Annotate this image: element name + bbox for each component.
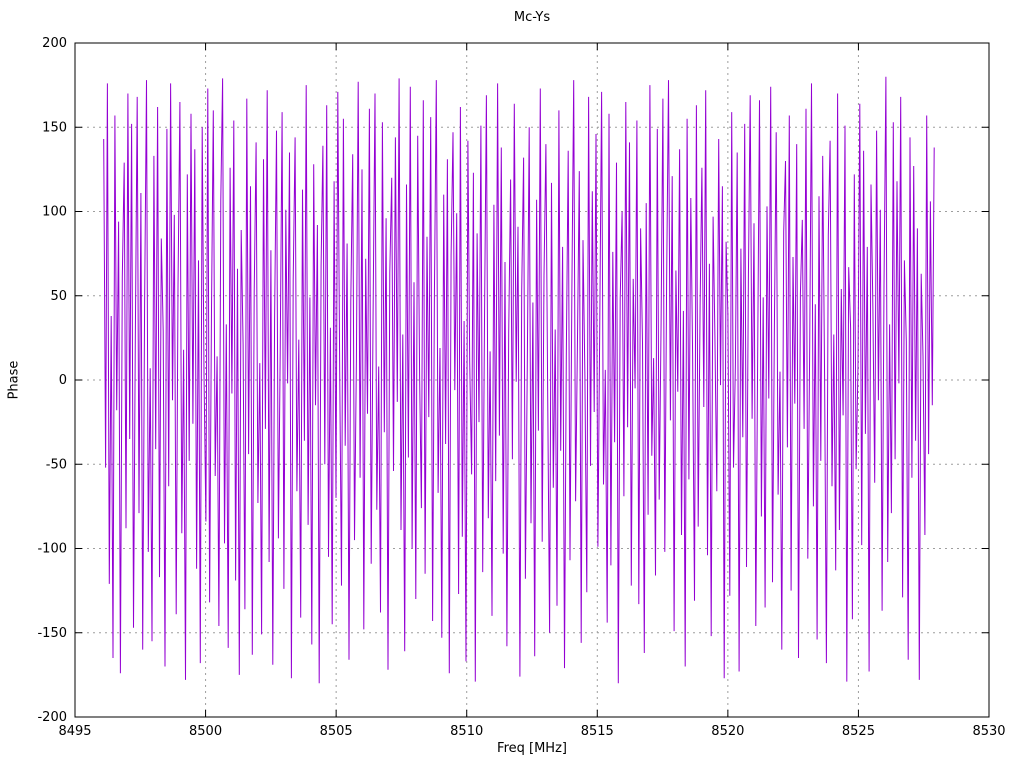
y-tick-label: 150 [42, 120, 67, 135]
y-tick-label: -100 [37, 542, 67, 557]
y-tick-label: 200 [42, 36, 67, 51]
y-tick-label: -150 [37, 626, 67, 641]
x-tick-label: 8500 [189, 724, 222, 739]
x-axis-label: Freq [MHz] [497, 741, 567, 756]
x-tick-label: 8530 [972, 724, 1005, 739]
x-tick-label: 8510 [450, 724, 483, 739]
y-tick-label: -50 [46, 457, 67, 472]
y-tick-label: 0 [59, 373, 67, 388]
x-tick-label: 8520 [711, 724, 744, 739]
y-tick-label: -200 [37, 710, 67, 725]
x-tick-label: 8515 [581, 724, 614, 739]
chart-title: Mc-Ys [513, 10, 551, 25]
x-tick-label: 8495 [58, 724, 91, 739]
x-tick-label: 8525 [842, 724, 875, 739]
y-tick-label: 50 [50, 289, 67, 304]
x-tick-label: 8505 [320, 724, 353, 739]
phase-series-line [103, 76, 935, 684]
y-tick-label: 100 [42, 205, 67, 220]
